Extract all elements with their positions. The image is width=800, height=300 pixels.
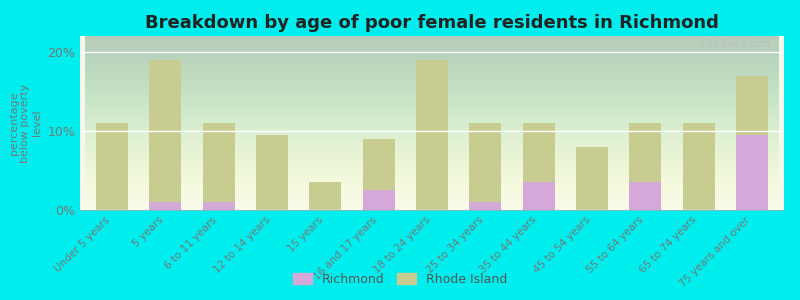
Bar xyxy=(470,202,502,210)
Y-axis label: percentage
below poverty
level: percentage below poverty level xyxy=(9,83,42,163)
Text: City-Data.com: City-Data.com xyxy=(700,40,770,50)
Bar xyxy=(202,123,234,210)
Bar xyxy=(630,123,662,210)
Bar xyxy=(96,123,128,210)
Bar xyxy=(470,123,502,210)
Bar xyxy=(682,123,714,210)
Legend: Richmond, Rhode Island: Richmond, Rhode Island xyxy=(288,268,512,291)
Bar xyxy=(150,60,182,210)
Bar xyxy=(362,139,394,210)
Title: Breakdown by age of poor female residents in Richmond: Breakdown by age of poor female resident… xyxy=(145,14,719,32)
Bar xyxy=(522,123,554,210)
Bar xyxy=(256,135,288,210)
Bar xyxy=(576,147,608,210)
Bar xyxy=(736,76,768,210)
Bar xyxy=(522,182,554,210)
Bar xyxy=(416,60,448,210)
Bar xyxy=(202,202,234,210)
Bar xyxy=(736,135,768,210)
Bar xyxy=(362,190,394,210)
Bar xyxy=(310,182,342,210)
Bar xyxy=(150,202,182,210)
Bar xyxy=(630,182,662,210)
